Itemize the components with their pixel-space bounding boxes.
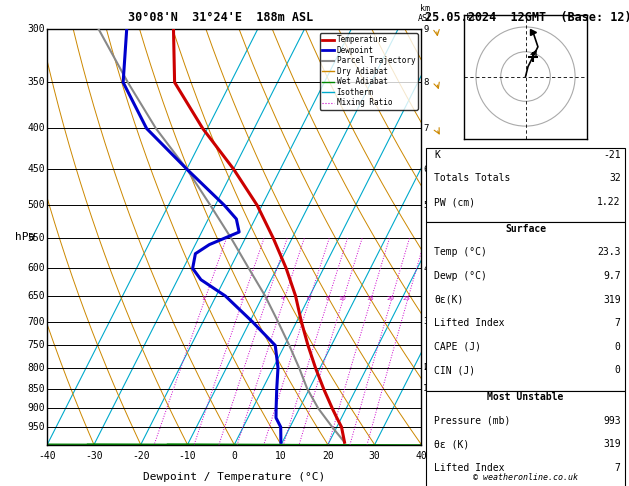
Text: Surface: Surface — [505, 224, 546, 234]
Text: 4: 4 — [281, 296, 285, 301]
Text: 700: 700 — [28, 316, 45, 327]
Text: 800: 800 — [28, 363, 45, 373]
Text: 950: 950 — [28, 422, 45, 432]
Bar — [426, 391, 625, 486]
Text: 450: 450 — [28, 164, 45, 174]
Text: 15: 15 — [366, 296, 374, 301]
Text: PW (cm): PW (cm) — [435, 197, 476, 207]
Text: 7: 7 — [615, 318, 621, 328]
Text: 400: 400 — [28, 123, 45, 134]
Text: 6: 6 — [306, 296, 310, 301]
Text: 7: 7 — [423, 124, 429, 133]
Text: 7: 7 — [615, 463, 621, 473]
Text: 1.22: 1.22 — [597, 197, 621, 207]
Text: 40: 40 — [416, 451, 427, 461]
Text: 650: 650 — [28, 291, 45, 301]
Text: CIN (J): CIN (J) — [435, 365, 476, 375]
Text: Temp (°C): Temp (°C) — [435, 247, 487, 258]
Text: 20: 20 — [386, 296, 394, 301]
Text: 600: 600 — [28, 263, 45, 274]
Text: 30: 30 — [369, 451, 381, 461]
Text: 10: 10 — [338, 296, 346, 301]
Text: 4: 4 — [423, 264, 429, 273]
Text: 8: 8 — [325, 296, 329, 301]
Text: 23.3: 23.3 — [597, 247, 621, 258]
Text: -21: -21 — [603, 150, 621, 160]
Text: 2: 2 — [423, 363, 429, 372]
Text: 2: 2 — [240, 296, 244, 301]
Text: Lifted Index: Lifted Index — [435, 318, 505, 328]
Text: θε (K): θε (K) — [435, 439, 470, 450]
Text: 0: 0 — [615, 342, 621, 352]
Text: -20: -20 — [132, 451, 150, 461]
Text: K: K — [435, 150, 440, 160]
Text: 319: 319 — [603, 439, 621, 450]
Legend: Temperature, Dewpoint, Parcel Trajectory, Dry Adiabat, Wet Adiabat, Isotherm, Mi: Temperature, Dewpoint, Parcel Trajectory… — [320, 33, 418, 110]
Text: CAPE (J): CAPE (J) — [435, 342, 481, 352]
Text: Dewpoint / Temperature (°C): Dewpoint / Temperature (°C) — [143, 472, 325, 482]
Text: 550: 550 — [28, 233, 45, 243]
Text: Lifted Index: Lifted Index — [435, 463, 505, 473]
Text: 0: 0 — [615, 365, 621, 375]
Text: 10: 10 — [276, 451, 287, 461]
Text: 1: 1 — [423, 384, 429, 393]
Bar — [426, 148, 625, 222]
Text: 1: 1 — [201, 296, 206, 301]
Text: 5: 5 — [423, 201, 429, 210]
Text: kt: kt — [466, 13, 476, 21]
Text: 9.7: 9.7 — [603, 271, 621, 281]
Text: 25.05.2024  12GMT  (Base: 12): 25.05.2024 12GMT (Base: 12) — [425, 11, 629, 24]
Text: θε(K): θε(K) — [435, 295, 464, 305]
Text: 3: 3 — [264, 296, 267, 301]
Text: hPa: hPa — [14, 232, 35, 242]
Text: 20: 20 — [322, 451, 334, 461]
Text: Totals Totals: Totals Totals — [435, 174, 511, 183]
Text: -30: -30 — [85, 451, 103, 461]
Text: 300: 300 — [28, 24, 45, 34]
Text: Dewp (°C): Dewp (°C) — [435, 271, 487, 281]
Bar — [426, 222, 625, 391]
Text: 900: 900 — [28, 403, 45, 413]
Text: 350: 350 — [28, 77, 45, 87]
Text: km
ASL: km ASL — [418, 3, 433, 23]
Text: 6: 6 — [423, 165, 429, 174]
Text: Pressure (mb): Pressure (mb) — [435, 416, 511, 426]
Text: -10: -10 — [179, 451, 196, 461]
Text: 30°08'N  31°24'E  188m ASL: 30°08'N 31°24'E 188m ASL — [128, 11, 313, 24]
Text: 8: 8 — [423, 78, 429, 87]
Text: © weatheronline.co.uk: © weatheronline.co.uk — [473, 473, 577, 482]
Text: 500: 500 — [28, 200, 45, 210]
Text: 32: 32 — [609, 174, 621, 183]
Text: 0: 0 — [231, 451, 237, 461]
Text: Most Unstable: Most Unstable — [487, 392, 564, 402]
Text: 25: 25 — [403, 296, 411, 301]
Text: LCL: LCL — [423, 363, 438, 372]
Text: 319: 319 — [603, 295, 621, 305]
Text: -40: -40 — [38, 451, 56, 461]
Text: 750: 750 — [28, 340, 45, 350]
Text: Mixing Ratio (g/kg): Mixing Ratio (g/kg) — [448, 207, 458, 309]
Text: 3: 3 — [423, 317, 429, 326]
Text: 9: 9 — [423, 25, 429, 34]
Text: 993: 993 — [603, 416, 621, 426]
Text: 850: 850 — [28, 383, 45, 394]
